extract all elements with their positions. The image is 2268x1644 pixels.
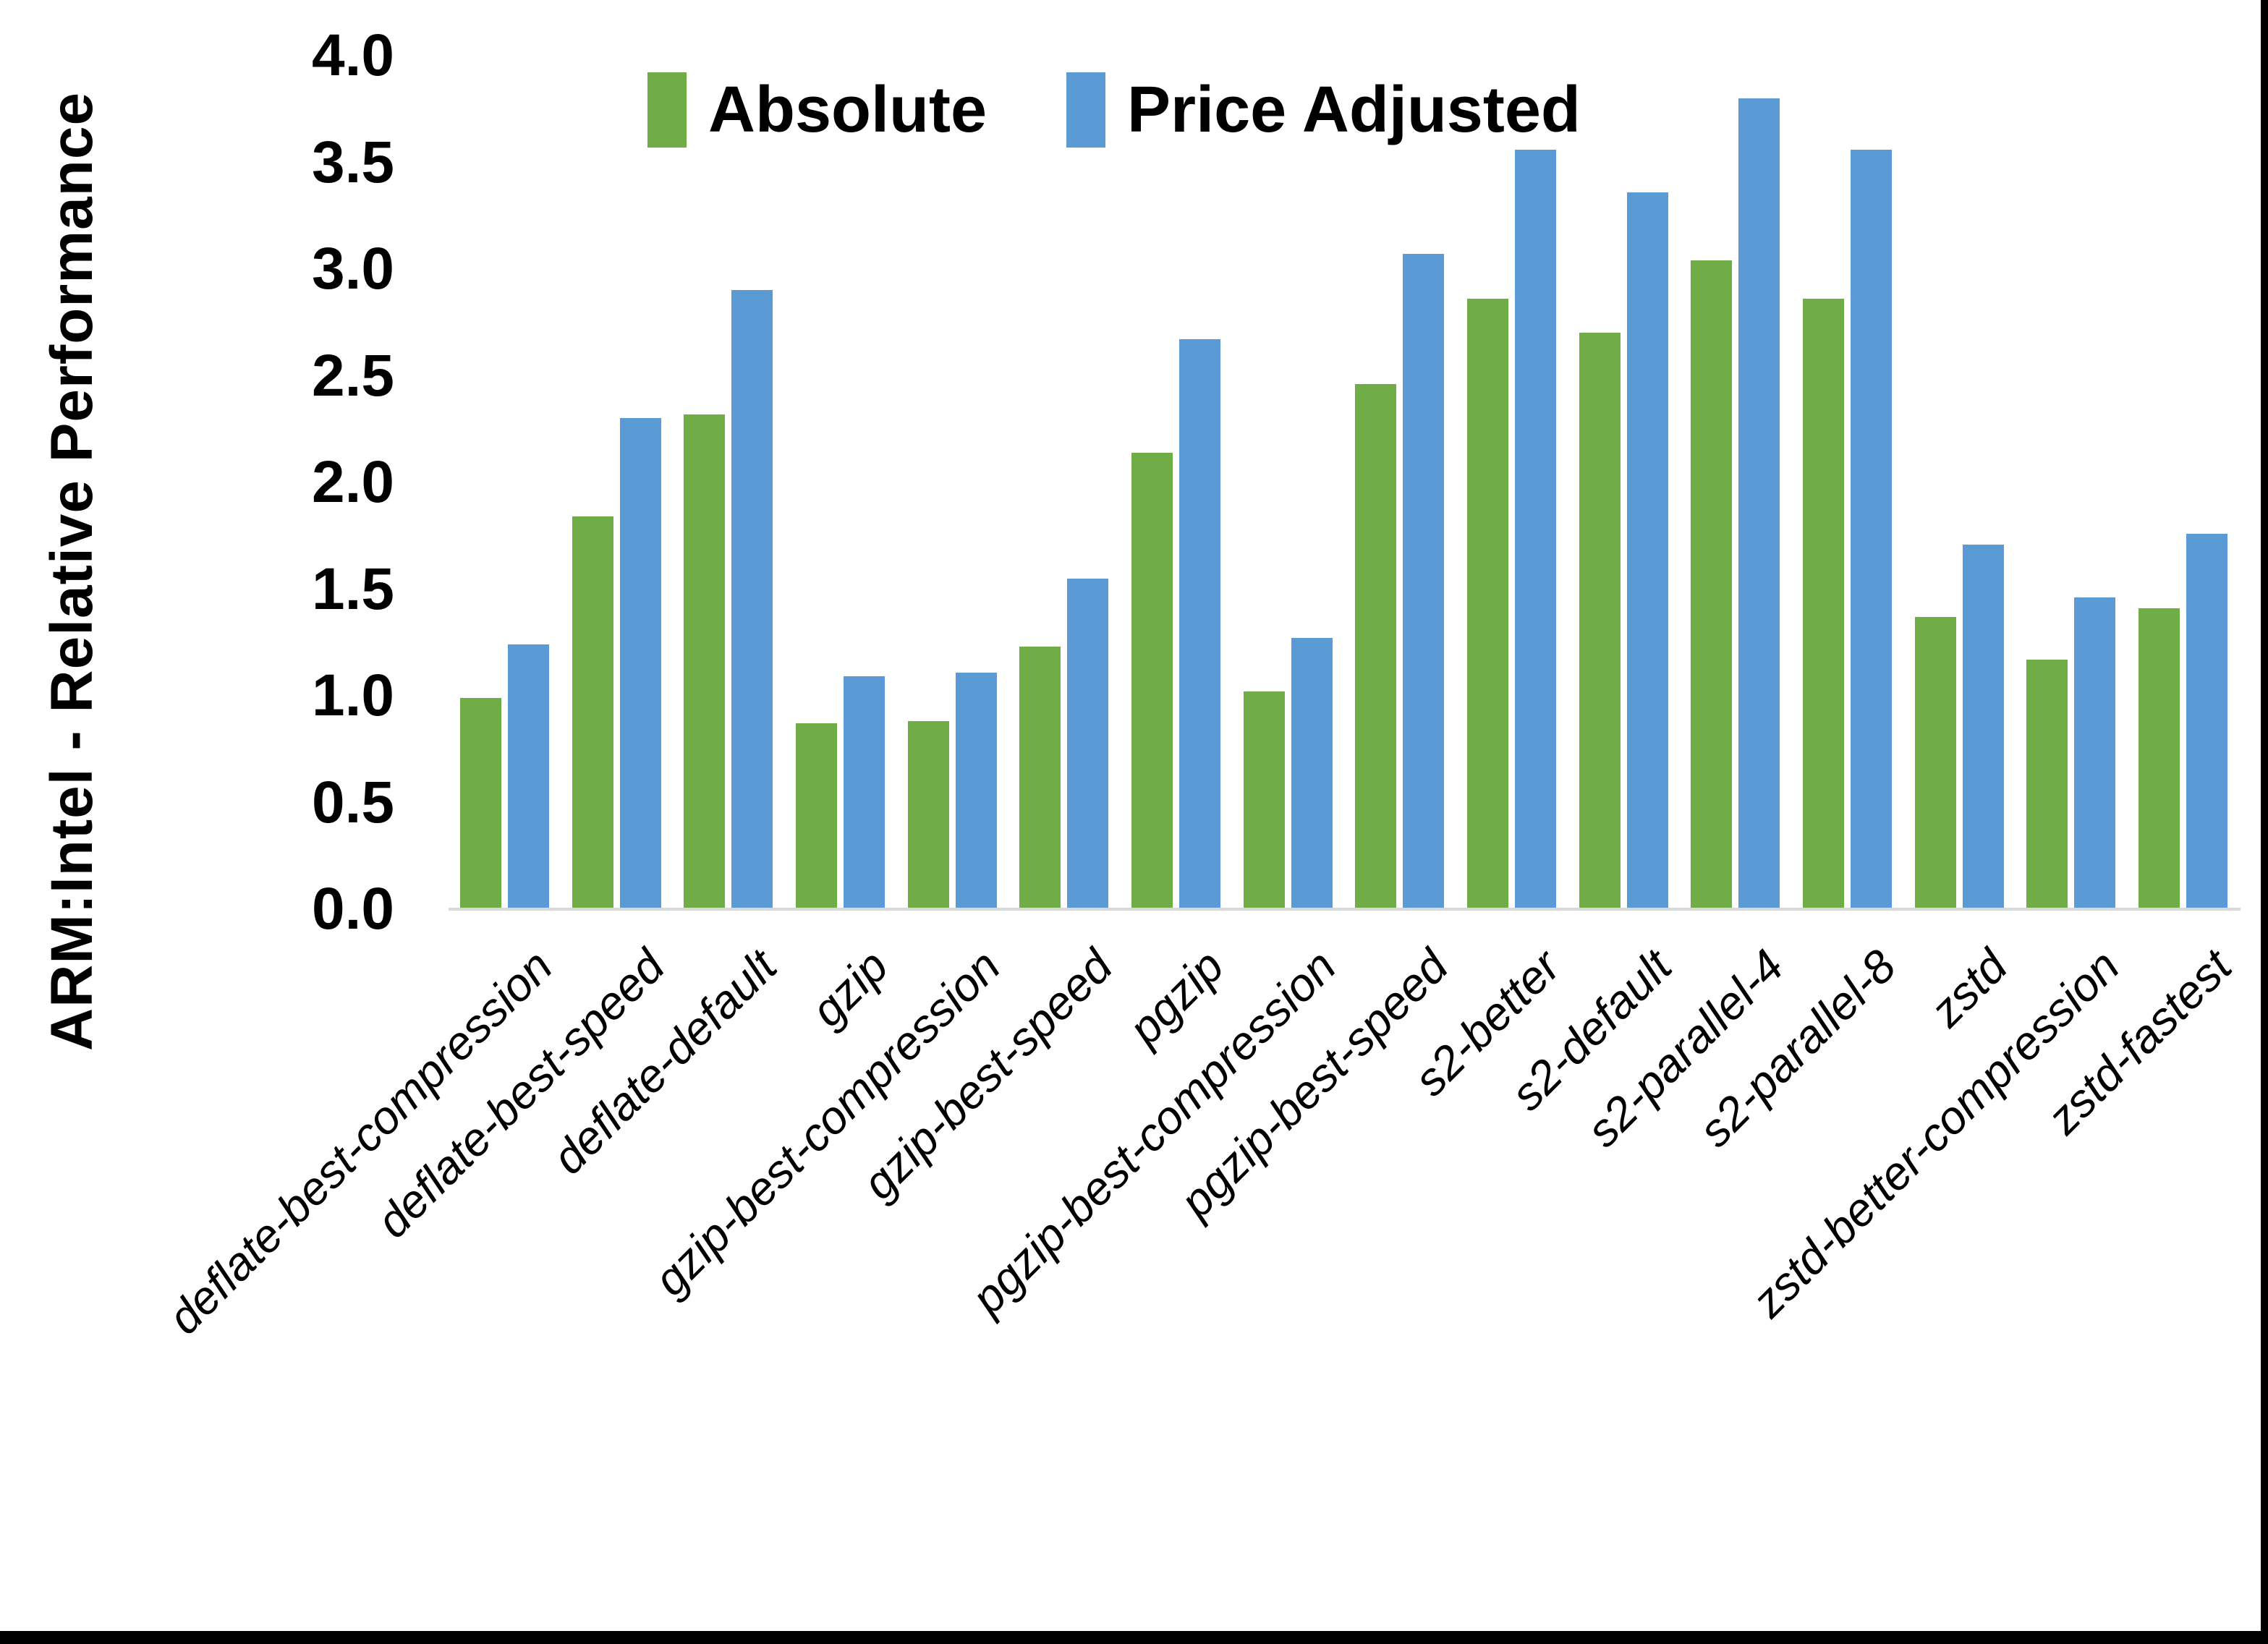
bar-absolute-s2-parallel-4	[1691, 260, 1733, 909]
bar-absolute-gzip	[795, 723, 837, 909]
bar-price-adjusted-pgzip-best-compression	[1291, 638, 1333, 909]
legend-swatch-absolute	[647, 72, 687, 148]
bar-price-adjusted-deflate-best-compression	[507, 644, 549, 909]
legend-item-price-adjusted: Price Adjusted	[1066, 72, 1581, 148]
y-tick-label-4.0: 4.0	[312, 22, 394, 88]
bar-absolute-pgzip-best-compression	[1243, 691, 1285, 909]
bar-absolute-pgzip	[1131, 453, 1173, 909]
bar-absolute-deflate-best-compression	[459, 698, 501, 909]
bar-group-s2-parallel-4	[1680, 56, 1792, 909]
bar-group-zstd	[1903, 56, 2016, 909]
bar-group-pgzip	[1120, 56, 1232, 909]
bar-absolute-zstd-fastest	[2139, 608, 2180, 909]
legend-item-absolute: Absolute	[647, 72, 987, 148]
bar-group-s2-better	[1456, 56, 1568, 909]
bar-price-adjusted-zstd	[1962, 545, 2004, 909]
bar-price-adjusted-gzip	[843, 676, 885, 909]
bar-price-adjusted-pgzip-best-speed	[1403, 254, 1445, 909]
x-axis-line	[449, 908, 2241, 911]
bar-group-gzip	[784, 56, 896, 909]
bar-price-adjusted-gzip-best-compression	[955, 673, 997, 909]
y-tick-label-2.0: 2.0	[312, 449, 394, 515]
bar-group-gzip-best-speed	[1008, 56, 1120, 909]
bar-absolute-zstd	[1914, 617, 1956, 909]
bar-price-adjusted-s2-better	[1515, 150, 1557, 909]
legend: Absolute Price Adjusted	[647, 72, 1581, 148]
bar-price-adjusted-zstd-fastest	[2186, 534, 2228, 909]
bar-group-s2-default	[1568, 56, 1680, 909]
y-tick-label-0.5: 0.5	[312, 769, 394, 835]
y-tick-label-1.5: 1.5	[312, 555, 394, 622]
bar-group-deflate-default	[672, 56, 784, 909]
y-axis-title: ARM:Intel - Relative Performance	[39, 91, 105, 1052]
bar-absolute-deflate-best-speed	[572, 516, 613, 909]
legend-label-absolute: Absolute	[708, 74, 988, 146]
bar-absolute-gzip-best-speed	[1019, 647, 1061, 909]
bar-absolute-s2-parallel-8	[1803, 299, 1845, 909]
bar-absolute-s2-default	[1579, 333, 1621, 909]
bar-group-zstd-better-compression	[2016, 56, 2128, 909]
bar-price-adjusted-s2-parallel-4	[1738, 98, 1780, 909]
bar-price-adjusted-deflate-best-speed	[619, 418, 661, 909]
bar-group-deflate-best-compression	[449, 56, 561, 909]
bar-group-pgzip-best-speed	[1344, 56, 1456, 909]
bar-price-adjusted-deflate-default	[731, 290, 773, 909]
bar-absolute-pgzip-best-speed	[1355, 384, 1397, 909]
screenshot-right-border	[2261, 0, 2268, 1644]
y-tick-label-2.5: 2.5	[312, 342, 394, 409]
y-tick-label-3.0: 3.0	[312, 236, 394, 302]
bar-group-s2-parallel-8	[1791, 56, 1903, 909]
bar-group-gzip-best-compression	[896, 56, 1008, 909]
legend-label-price-adjusted: Price Adjusted	[1127, 74, 1581, 146]
screenshot-bottom-border	[0, 1631, 2268, 1644]
x-category-label-zstd: zstd	[1920, 940, 2018, 1037]
bar-group-zstd-fastest	[2127, 56, 2239, 909]
bar-group-deflate-best-speed	[561, 56, 673, 909]
bar-absolute-deflate-default	[684, 414, 726, 909]
y-tick-label-1.0: 1.0	[312, 663, 394, 728]
bar-absolute-s2-better	[1467, 299, 1509, 909]
bar-absolute-gzip-best-compression	[907, 721, 949, 909]
bar-price-adjusted-s2-parallel-8	[1851, 150, 1893, 909]
legend-swatch-price-adjusted	[1066, 72, 1106, 148]
y-tick-label-3.5: 3.5	[312, 129, 394, 195]
y-tick-label-0.0: 0.0	[312, 876, 394, 942]
x-category-label-gzip: gzip	[801, 940, 899, 1037]
plot-area	[449, 56, 2239, 909]
bar-absolute-zstd-better-compression	[2026, 660, 2068, 909]
bar-price-adjusted-zstd-better-compression	[2074, 597, 2116, 909]
bar-price-adjusted-gzip-best-speed	[1067, 579, 1109, 909]
bar-price-adjusted-s2-default	[1626, 192, 1668, 909]
bar-price-adjusted-pgzip	[1178, 339, 1220, 909]
bar-group-pgzip-best-compression	[1232, 56, 1344, 909]
